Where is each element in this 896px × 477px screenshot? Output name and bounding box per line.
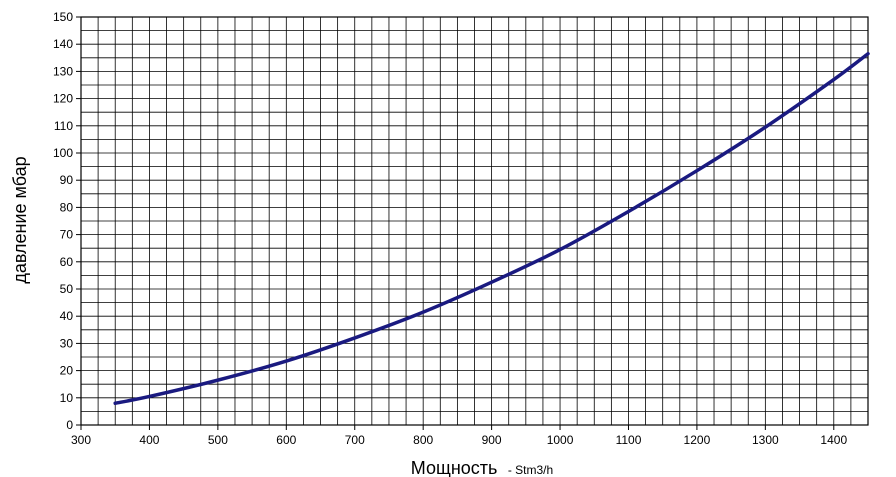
y-tick-label: 150 [53, 10, 73, 24]
grid [80, 16, 869, 426]
y-tick-label: 10 [60, 391, 74, 405]
series-group [113, 51, 870, 405]
y-axis-ticks: 0 10 20 30 40 50 60 70 80 90 100 110 120 130 140 150 [53, 10, 81, 432]
x-tick-label: 800 [413, 433, 433, 447]
x-axis-label-main: Мощность [411, 458, 498, 477]
y-tick-label: 100 [53, 146, 73, 160]
x-tick-label: 600 [276, 433, 296, 447]
y-tick-label: 0 [66, 418, 73, 432]
y-tick-label: 130 [53, 64, 73, 78]
x-tick-label: 400 [139, 433, 159, 447]
y-tick-label: 90 [60, 173, 74, 187]
x-axis-label-unit: - Stm3/h [508, 463, 553, 477]
x-tick-label: 900 [482, 433, 502, 447]
y-tick-label: 20 [60, 364, 74, 378]
y-tick-label: 30 [60, 336, 74, 350]
y-axis-label: давление мбар [10, 156, 30, 283]
y-tick-label: 40 [60, 309, 74, 323]
y-tick-label: 140 [53, 37, 73, 51]
x-tick-label: 1400 [820, 433, 847, 447]
x-tick-label: 1000 [547, 433, 574, 447]
y-tick-label: 60 [60, 255, 74, 269]
y-tick-label: 50 [60, 282, 74, 296]
x-axis-label: Мощность - Stm3/h [411, 458, 553, 477]
x-tick-label: 300 [71, 433, 91, 447]
x-tick-label: 500 [208, 433, 228, 447]
x-tick-label: 700 [345, 433, 365, 447]
plot-frame [80, 16, 869, 426]
y-tick-label: 120 [53, 92, 73, 106]
x-axis-ticks: 300 400 500 600 700 800 900 1000 1100 1200 1300 140… [71, 425, 847, 447]
y-tick-label: 70 [60, 228, 74, 242]
series-line-0 [113, 51, 870, 405]
x-tick-label: 1300 [752, 433, 779, 447]
y-tick-label: 110 [54, 119, 73, 133]
y-tick-label: 80 [60, 200, 74, 214]
x-tick-label: 1100 [616, 433, 642, 447]
x-tick-label: 1200 [684, 433, 711, 447]
